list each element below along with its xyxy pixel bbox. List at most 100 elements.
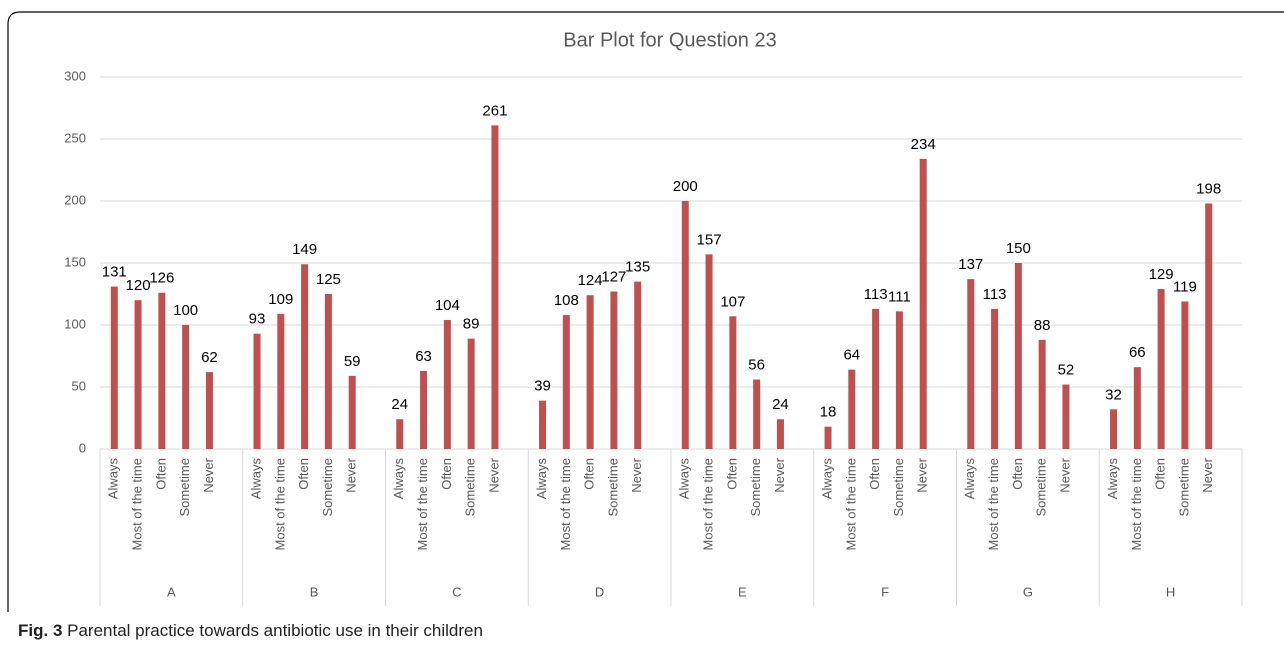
group-label: F [881,584,889,599]
y-tick-label: 150 [64,254,86,269]
bar [1062,384,1070,449]
bar [420,370,428,449]
data-label: 18 [820,404,837,421]
x-tick-label: Sometime [605,458,620,517]
caption: Fig. 3 Parental practice towards antibio… [18,621,483,640]
data-label: 89 [463,316,480,333]
frame [7,11,1284,612]
data-label: 126 [149,270,174,287]
data-label: 88 [1034,317,1051,334]
data-label: 113 [983,286,1007,303]
x-tick-label: Never [772,457,787,492]
data-label: 24 [772,396,789,413]
x-tick-label: Most of the time [843,458,858,550]
x-tick-label: Sometime [1176,458,1191,517]
x-tick-label: Sometime [463,458,478,517]
bar [1038,339,1046,449]
bar [539,400,547,449]
data-label: 149 [292,241,317,258]
x-tick-label: Most of the time [701,458,716,550]
bar [182,325,190,449]
bar [705,254,713,449]
bar [634,281,642,449]
x-tick-label: Sometime [320,458,335,517]
data-label: 198 [1196,180,1221,197]
bar [443,320,451,449]
group-label: H [1166,584,1175,599]
data-label: 113 [864,286,888,303]
bar [586,295,594,449]
x-tick-label: Always [106,458,121,500]
data-label: 124 [578,272,603,289]
data-label: 131 [102,264,127,281]
data-label: 62 [201,349,218,366]
x-tick-label: Often [1153,458,1168,490]
x-tick-label: Most of the time [558,458,573,550]
x-tick-label: Sometime [1034,458,1049,517]
data-label: 63 [415,348,432,365]
data-label: 104 [435,297,460,314]
y-tick-label: 200 [64,192,86,207]
bar [1014,263,1022,449]
group-label: A [167,584,176,599]
y-tick-label: 250 [64,130,86,145]
group-label: G [1023,584,1033,599]
bar [1133,367,1141,449]
data-label: 93 [249,311,266,328]
x-tick-label: Most of the time [986,458,1001,550]
x-tick-label: Sometime [177,458,192,517]
x-tick-label: Never [1057,457,1072,492]
bar [1110,409,1118,449]
x-tick-label: Most of the time [415,458,430,550]
x-tick-label: Never [344,457,359,492]
bar [610,291,618,449]
x-tick-label: Never [201,457,216,492]
bar [824,426,832,449]
x-tick-label: Sometime [748,458,763,517]
data-label: 56 [748,357,765,374]
x-tick-label: Most of the time [1129,458,1144,550]
data-label: 120 [126,277,151,294]
bar [1205,203,1213,449]
bar [562,315,570,449]
x-tick-label: Never [1200,457,1215,492]
data-label: 100 [173,302,198,319]
data-label: 135 [625,259,650,276]
x-tick-label: Most of the time [130,458,145,550]
y-tick-label: 50 [72,378,86,393]
chart-title: Bar Plot for Question 23 [563,29,776,51]
data-label: 150 [1006,240,1031,257]
data-label: 32 [1105,386,1122,403]
x-tick-label: Often [296,458,311,490]
bar [967,279,975,449]
bar [872,308,880,449]
bar [324,294,332,449]
bar [753,379,761,449]
data-label: 157 [697,231,722,248]
x-tick-label: Often [867,458,882,490]
x-tick-label: Often [724,458,739,490]
bar [277,313,285,449]
bar [895,311,903,449]
x-tick-label: Never [629,457,644,492]
x-tick-label: Sometime [891,458,906,517]
group-label: C [452,584,461,599]
y-tick-label: 300 [64,68,86,83]
group-label: E [738,584,747,599]
x-tick-label: Always [248,458,263,500]
data-label: 111 [888,288,911,305]
x-tick-label: Often [1010,458,1025,490]
data-label: 234 [911,136,936,153]
x-tick-label: Always [819,458,834,500]
bar [467,338,475,449]
data-label: 64 [843,347,860,364]
bar [1157,289,1165,449]
data-label: 127 [601,268,626,285]
data-label: 125 [316,271,341,288]
x-tick-label: Often [439,458,454,490]
group-label: B [310,584,319,599]
bar [681,201,689,449]
x-tick-label: Always [962,458,977,500]
bar [134,300,142,449]
